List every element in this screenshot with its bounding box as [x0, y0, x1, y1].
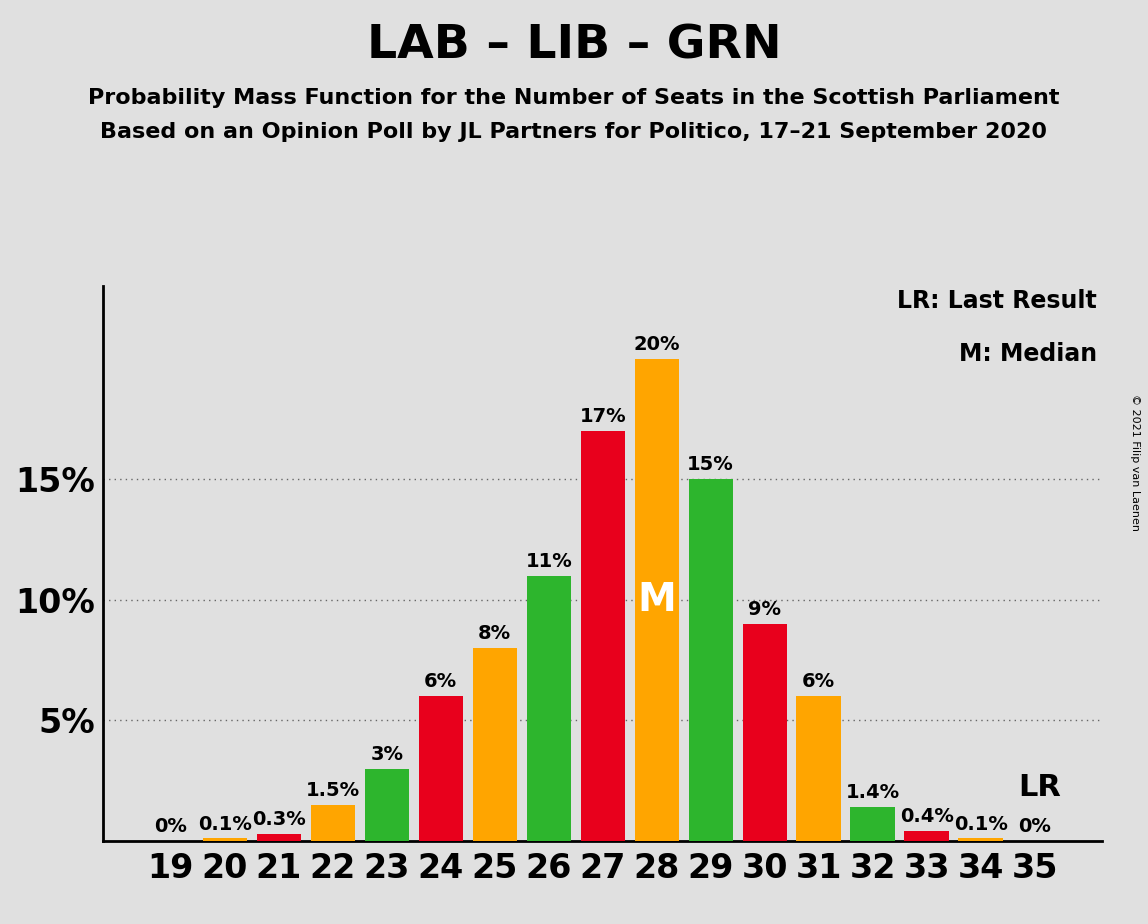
Bar: [851, 807, 894, 841]
Text: Probability Mass Function for the Number of Seats in the Scottish Parliament: Probability Mass Function for the Number…: [88, 88, 1060, 108]
Bar: [527, 576, 571, 841]
Bar: [203, 838, 247, 841]
Bar: [797, 696, 840, 841]
Text: 17%: 17%: [580, 407, 626, 426]
Text: LAB – LIB – GRN: LAB – LIB – GRN: [366, 23, 782, 68]
Text: 0%: 0%: [155, 817, 187, 836]
Bar: [257, 833, 301, 841]
Text: LR: Last Result: LR: Last Result: [898, 289, 1097, 313]
Text: 0.4%: 0.4%: [900, 808, 954, 826]
Text: 6%: 6%: [425, 673, 457, 691]
Text: 0%: 0%: [1018, 817, 1050, 836]
Bar: [635, 359, 678, 841]
Text: 1.5%: 1.5%: [305, 781, 359, 800]
Text: 20%: 20%: [634, 334, 680, 354]
Text: 0.1%: 0.1%: [197, 815, 251, 833]
Bar: [743, 624, 786, 841]
Text: 3%: 3%: [371, 745, 403, 764]
Bar: [959, 838, 1002, 841]
Text: LR: LR: [1018, 773, 1062, 802]
Text: 6%: 6%: [802, 673, 836, 691]
Bar: [581, 432, 625, 841]
Bar: [905, 832, 948, 841]
Bar: [365, 769, 409, 841]
Bar: [473, 648, 517, 841]
Text: Based on an Opinion Poll by JL Partners for Politico, 17–21 September 2020: Based on an Opinion Poll by JL Partners …: [101, 122, 1047, 142]
Text: 0.1%: 0.1%: [954, 815, 1008, 833]
Text: 15%: 15%: [688, 456, 734, 474]
Text: 0.3%: 0.3%: [251, 809, 305, 829]
Text: M: Median: M: Median: [959, 342, 1097, 366]
Text: 1.4%: 1.4%: [846, 784, 900, 802]
Text: M: M: [637, 581, 676, 619]
Text: © 2021 Filip van Laenen: © 2021 Filip van Laenen: [1130, 394, 1140, 530]
Text: 9%: 9%: [748, 600, 781, 619]
Text: 11%: 11%: [526, 552, 572, 571]
Bar: [419, 696, 463, 841]
Text: 8%: 8%: [479, 625, 511, 643]
Bar: [311, 805, 355, 841]
Bar: [689, 480, 732, 841]
